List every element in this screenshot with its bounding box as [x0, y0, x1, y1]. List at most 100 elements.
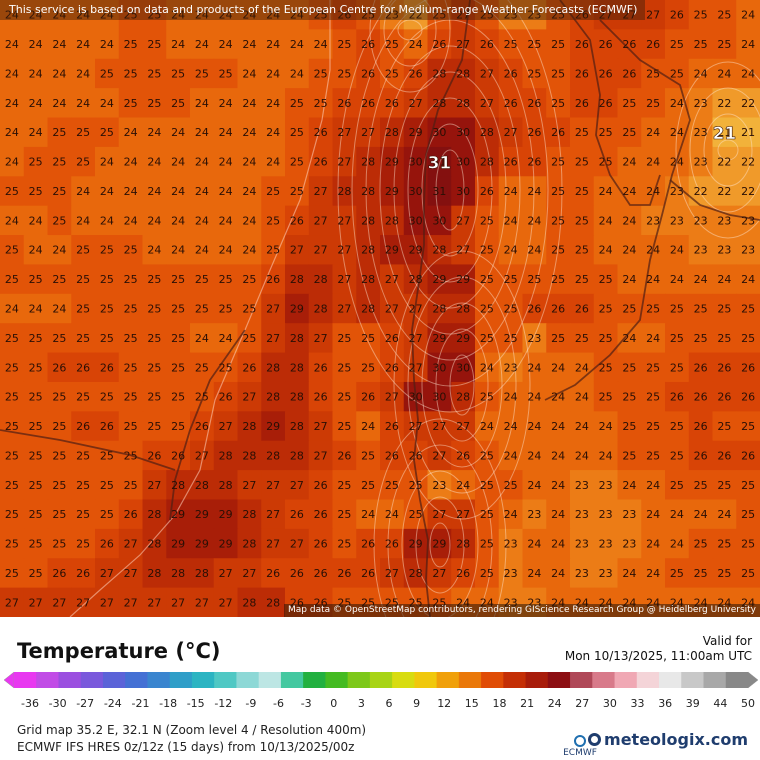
grid-value: 24	[670, 97, 684, 110]
grid-value: 24	[5, 97, 19, 110]
grid-value: 24	[171, 38, 185, 51]
grid-value: 26	[76, 567, 90, 580]
grid-value: 24	[314, 38, 328, 51]
temperature-cell	[166, 205, 191, 236]
temperature-cell	[498, 440, 524, 471]
grid-value: 24	[195, 97, 209, 110]
temperature-cell	[47, 323, 72, 354]
grid-value: 30	[409, 391, 423, 404]
temperature-cell	[285, 293, 310, 324]
temperature-cell	[736, 558, 760, 589]
grid-value: 24	[242, 244, 256, 257]
temperature-cell	[665, 235, 690, 266]
grid-value: 25	[124, 449, 138, 462]
temperature-cell	[475, 176, 500, 207]
grid-value: 26	[314, 361, 328, 374]
grid-value: 24	[219, 9, 233, 22]
temperature-cell	[0, 352, 25, 383]
grid-value: 26	[480, 38, 494, 51]
temperature-cell	[380, 499, 405, 530]
grid-value: 25	[646, 449, 660, 462]
temperature-cell	[688, 352, 714, 383]
isotherm-contours	[337, 0, 760, 617]
grid-value: 26	[195, 420, 209, 433]
temperature-cell	[142, 58, 167, 89]
grid-value: 25	[337, 391, 351, 404]
temperature-cell	[712, 558, 737, 589]
temperature-cell	[71, 293, 96, 324]
temperature-cell	[23, 499, 49, 530]
temperature-cell	[308, 558, 334, 589]
grid-value: 24	[195, 185, 209, 198]
grid-value: 25	[76, 332, 90, 345]
grid-value: 28	[266, 391, 280, 404]
temperature-cell	[736, 381, 760, 412]
temperature-cell	[285, 0, 310, 30]
scale-tick-label: -15	[187, 697, 205, 710]
grid-value: 27	[361, 126, 375, 139]
temperature-cell	[166, 146, 191, 177]
grid-value: 24	[622, 156, 636, 169]
grid-value: 28	[409, 273, 423, 286]
temperature-cell	[665, 323, 690, 354]
grid-value: 28	[171, 567, 185, 580]
grid-value: 25	[551, 9, 565, 22]
temperature-cell	[190, 235, 215, 266]
temperature-cell	[665, 176, 690, 207]
grid-value: 25	[266, 244, 280, 257]
temperature-cell	[166, 88, 191, 119]
isotherm-line	[689, 87, 760, 213]
temperature-cell	[190, 323, 215, 354]
scale-swatch	[703, 672, 727, 688]
grid-value: 25	[76, 479, 90, 492]
temperature-cell	[475, 117, 500, 148]
grid-value: 31	[432, 185, 446, 198]
temperature-cell	[142, 411, 167, 442]
temperature-cell	[688, 323, 714, 354]
grid-value: 24	[290, 38, 304, 51]
grid-value: 25	[670, 303, 684, 316]
grid-value: 24	[5, 126, 19, 139]
temperature-cell	[47, 146, 72, 177]
map-attribution[interactable]: Map data © OpenStreetMap contributors, r…	[284, 604, 760, 617]
grid-value: 23	[694, 126, 708, 139]
grid-value: 25	[409, 479, 423, 492]
grid-value: 25	[52, 185, 66, 198]
temperature-cell	[380, 58, 405, 89]
temperature-cell	[380, 411, 405, 442]
ecmwf-logo[interactable]: ECMWF	[558, 735, 602, 758]
meteologix-logo[interactable]: meteologix.com	[588, 730, 748, 749]
temperature-cell	[522, 411, 547, 442]
grid-value: 27	[266, 303, 280, 316]
temperature-cell	[118, 235, 144, 266]
temperature-cell	[47, 293, 72, 324]
temperature-cell	[570, 528, 595, 559]
grid-value: 25	[622, 391, 636, 404]
grid-value: 25	[171, 97, 185, 110]
grid-value: 25	[100, 273, 114, 286]
temperature-cell	[332, 411, 357, 442]
grid-value: 24	[575, 391, 589, 404]
temperature-map[interactable]: 24 24 24 24 24 25 25 24 24 24 24 24 24 25 26 25 23 22 25 27…	[0, 0, 760, 617]
grid-value: 24	[551, 391, 565, 404]
temperature-cell	[308, 176, 334, 207]
temperature-cell	[712, 235, 737, 266]
temperature-cell	[190, 88, 215, 119]
temperature-cell	[522, 205, 547, 236]
temperature-cell	[546, 146, 571, 177]
temperature-cell	[427, 146, 452, 177]
grid-value: 27	[456, 9, 470, 22]
temperature-cell	[356, 235, 381, 266]
grid-value: 25	[741, 479, 755, 492]
temperature-cell	[95, 0, 120, 30]
border-ne-line	[544, 19, 691, 401]
grid-value: 28	[361, 185, 375, 198]
grid-value: 29	[195, 538, 209, 551]
grid-value: 25	[147, 361, 161, 374]
temperature-cell	[142, 117, 167, 148]
temperature-cell	[47, 499, 72, 530]
scale-tick-label: -36	[21, 697, 39, 710]
temperature-cell	[380, 264, 405, 295]
temperature-cell	[190, 176, 215, 207]
temperature-cell	[617, 0, 642, 30]
